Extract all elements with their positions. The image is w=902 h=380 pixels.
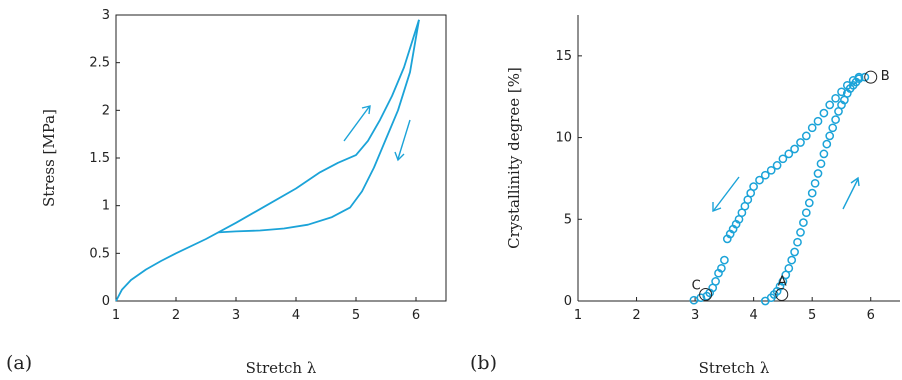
panel-b-xlabel: Stretch λ — [699, 359, 770, 377]
highlight-label-C: C — [692, 278, 701, 293]
loading-point — [793, 237, 802, 247]
y-tick-label: 0.5 — [89, 246, 110, 261]
unloading-point — [689, 295, 699, 305]
loading-arrow — [343, 106, 370, 142]
panel-a-label: (a) — [6, 352, 32, 374]
unloading-point — [842, 80, 852, 90]
unloading-point — [807, 123, 817, 133]
panel-b-y-ticks: 0 5 10 15 — [555, 49, 582, 309]
unloading-point — [848, 76, 858, 85]
y-tick-label: 15 — [555, 49, 572, 64]
unloading-point — [772, 161, 782, 170]
unloading-point — [790, 144, 799, 154]
x-tick-label: 6 — [412, 308, 420, 323]
loading-point — [807, 188, 817, 198]
y-tick-label: 2 — [102, 103, 110, 118]
y-tick-label: 5 — [564, 212, 572, 227]
x-tick-label: 2 — [632, 308, 640, 323]
loading-point — [816, 159, 826, 169]
panel-b-highlighted-points: A B C — [692, 69, 890, 301]
x-tick-label: 5 — [808, 308, 816, 323]
unloading-point — [813, 116, 823, 126]
y-tick-label: 2.5 — [89, 56, 110, 71]
panel-b-annotations — [712, 176, 860, 213]
highlight-point-C — [699, 287, 713, 301]
unloading-curve — [217, 19, 420, 234]
loading-point — [790, 247, 799, 257]
unloading-point — [837, 87, 846, 97]
unloading-point — [722, 234, 732, 244]
y-tick-label: 0 — [564, 294, 572, 309]
unloading-arrow-b — [713, 176, 740, 211]
unloading-point — [760, 170, 770, 180]
loading-point — [831, 115, 840, 124]
unloading-point — [766, 165, 776, 175]
y-tick-label: 0 — [102, 294, 110, 309]
unloading-point — [778, 154, 788, 164]
highlight-point-A — [775, 287, 789, 301]
loading-point — [813, 169, 823, 178]
x-tick-label: 4 — [292, 308, 300, 323]
unloading-point — [796, 138, 805, 147]
unloading-arrowhead-b — [712, 202, 722, 213]
loading-point — [804, 198, 814, 208]
y-tick-label: 1 — [102, 199, 110, 214]
loading-arrowhead — [361, 105, 371, 115]
unloading-point — [720, 255, 729, 265]
unloading-arrowhead — [394, 151, 405, 162]
unloading-point — [831, 93, 840, 103]
panel-b-label: (b) — [470, 352, 497, 374]
loading-point — [801, 208, 811, 218]
loading-point — [819, 149, 829, 159]
x-tick-label: 1 — [574, 308, 582, 323]
loading-point — [796, 228, 805, 237]
x-tick-label: 2 — [172, 308, 180, 323]
loading-arrowhead-b — [850, 176, 860, 187]
y-tick-label: 10 — [555, 131, 572, 146]
loading-point — [810, 178, 820, 188]
x-tick-label: 6 — [867, 308, 875, 323]
unloading-point — [801, 131, 811, 141]
y-tick-label: 3 — [102, 8, 110, 23]
loading-curve — [115, 19, 420, 302]
x-tick-label: 4 — [749, 308, 757, 323]
highlight-point-B — [864, 70, 878, 84]
unloading-point — [784, 149, 794, 159]
unloading-point — [819, 108, 829, 118]
loading-arrow-b — [842, 178, 859, 210]
unloading-point — [702, 291, 712, 301]
panel-b-series — [689, 72, 870, 306]
panel-b-chart: 1 2 3 4 5 6 0 5 10 15 A B C Crystallinity degree [… — [470, 15, 900, 377]
panel-b-x-ticks: 1 2 3 4 5 6 — [574, 297, 875, 323]
loading-point — [799, 218, 808, 227]
panel-a-series — [115, 19, 420, 302]
loading-point — [784, 263, 794, 273]
loading-point — [828, 123, 838, 133]
unloading-point — [825, 100, 835, 110]
x-tick-label: 3 — [232, 308, 240, 323]
unloading-point — [755, 175, 764, 185]
highlight-label-B: B — [881, 69, 890, 84]
loading-point — [787, 255, 797, 265]
x-tick-label: 1 — [112, 308, 120, 323]
x-tick-label: 5 — [352, 308, 360, 323]
panel-a-ylabel: Stress [MPa] — [40, 109, 58, 207]
x-tick-label: 3 — [691, 308, 699, 323]
panel-a-y-ticks: 0 0.5 1 1.5 2 2.5 3 — [89, 8, 120, 309]
unloading-point — [714, 268, 723, 278]
y-tick-label: 1.5 — [89, 151, 110, 166]
loading-point — [825, 131, 835, 141]
loading-point — [822, 139, 832, 149]
panel-b-ylabel: Crystallinity degree [%] — [505, 67, 523, 249]
highlight-label-A: A — [778, 274, 787, 289]
panel-a-xlabel: Stretch λ — [246, 359, 317, 377]
loading-point — [860, 72, 870, 82]
panel-a-x-ticks: 1 2 3 4 5 6 — [112, 297, 420, 323]
panel-a-chart: 1 2 3 4 5 6 0 0.5 1 1.5 2 2.5 3 Stress [MPa] Stretc… — [6, 8, 447, 377]
unloading-arrow — [397, 119, 411, 160]
panel-a-annotations — [343, 105, 411, 162]
